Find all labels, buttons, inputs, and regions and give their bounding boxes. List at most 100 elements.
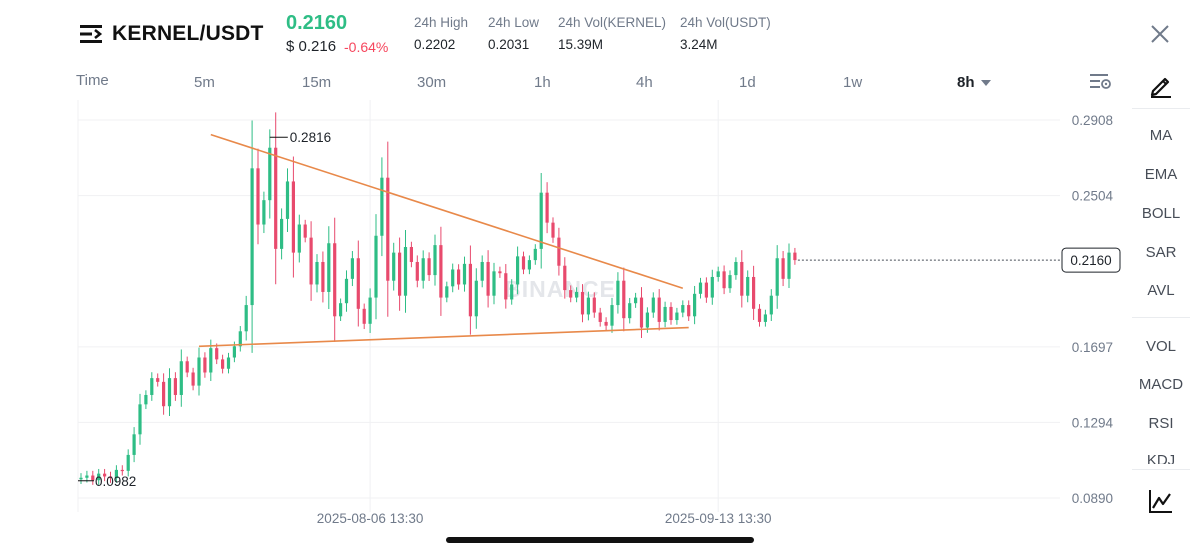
candle-body (156, 378, 160, 382)
indicator-sar[interactable]: SAR (1145, 244, 1177, 261)
candle-body (238, 331, 242, 347)
candle-body (433, 245, 437, 276)
candle-body (498, 271, 502, 274)
candle-body (185, 361, 189, 373)
candle-body (539, 192, 543, 249)
candle-body (415, 261, 419, 281)
indicator-rsi[interactable]: RSI (1148, 415, 1174, 432)
home-indicator (446, 537, 754, 543)
candle-body (421, 258, 425, 281)
y-axis: 0.2908 0.2504 0.1697 0.1294 0.0890 (1072, 113, 1114, 506)
pen-icon[interactable] (1148, 72, 1174, 98)
indicator-macd[interactable]: MACD (1138, 376, 1184, 393)
trendline (198, 326, 689, 348)
candle-body (91, 475, 95, 481)
candle-body (250, 168, 254, 306)
high-price-label: 0.2816 (290, 130, 331, 145)
stat-label: 24h Vol(USDT) (680, 15, 771, 30)
candle-body (368, 297, 372, 324)
candle-body (132, 434, 136, 455)
x-tick-label: 2025-09-13 13:30 (665, 511, 772, 526)
chart-grid (77, 100, 1060, 512)
indicator-sidebar: MA EMA BOLL SAR AVL VOL MACD RSI KDJ (1132, 64, 1190, 554)
indicator-avl[interactable]: AVL (1147, 282, 1175, 299)
stat-value: 0.2202 (414, 37, 456, 52)
tab-time[interactable]: Time (76, 72, 109, 89)
candle-body (398, 252, 402, 296)
chart-type-icon[interactable] (1148, 488, 1174, 514)
candle-body (575, 291, 579, 298)
indicator-ema[interactable]: EMA (1144, 166, 1178, 183)
candle-body (763, 314, 767, 322)
candle-body (669, 306, 673, 321)
candle-body (704, 282, 708, 298)
candle-body (386, 177, 390, 281)
tab-4h[interactable]: 4h (636, 74, 653, 91)
candle-body (716, 271, 720, 277)
candle-body (79, 477, 83, 480)
candle-body (645, 312, 649, 328)
low-price-label: 0.0982 (95, 474, 136, 489)
trendline (210, 133, 684, 289)
candle-body (740, 261, 744, 296)
candles (79, 112, 797, 485)
candle-body (126, 454, 130, 471)
candle-body (592, 297, 596, 313)
candle-body (114, 469, 118, 479)
close-icon[interactable] (1148, 22, 1172, 46)
stat-value: 15.39M (558, 37, 604, 52)
menu-icon[interactable] (80, 24, 104, 44)
trendlines (198, 133, 689, 348)
price-annotations: 0.2816 0.0982 0.2160 (78, 130, 1121, 489)
candle-body (746, 276, 750, 296)
candle-body (775, 258, 779, 296)
candle-body (280, 218, 284, 249)
stat-label: 24h Vol(KERNEL) (558, 15, 667, 30)
candle-body (362, 308, 366, 324)
candle-body (162, 381, 166, 407)
candle-body (274, 147, 278, 249)
candle-body (392, 252, 396, 281)
candle-body (108, 476, 113, 479)
candle-body (97, 473, 101, 481)
candle-body (516, 256, 520, 285)
chart-settings-icon[interactable] (1090, 72, 1112, 90)
candle-body (616, 280, 620, 306)
candle-body (144, 394, 148, 405)
indicator-boll[interactable]: BOLL (1141, 205, 1181, 222)
tab-1d[interactable]: 1d (739, 74, 756, 91)
tab-selected-interval[interactable]: 8h (957, 74, 991, 91)
candle-body (551, 222, 555, 238)
candle-body (268, 147, 272, 201)
y-tick-label: 0.2504 (1072, 189, 1114, 204)
tab-1w[interactable]: 1w (843, 74, 863, 91)
tab-30m[interactable]: 30m (417, 74, 447, 91)
candle-body (769, 295, 773, 315)
candle-body (191, 372, 195, 386)
usd-price: $ 0.216 (286, 38, 337, 55)
indicator-kdj[interactable]: KDJ (1146, 452, 1176, 464)
candle-body (403, 246, 408, 296)
tab-1h[interactable]: 1h (534, 74, 551, 91)
candle-body (321, 261, 325, 292)
candle-body (728, 275, 732, 289)
candle-body (468, 263, 472, 317)
candle-body (710, 276, 714, 298)
candle-body (409, 246, 413, 262)
candle-body (327, 243, 331, 292)
candle-body (179, 361, 183, 395)
candle-body (787, 252, 791, 279)
candle-body (510, 284, 514, 300)
candle-body (167, 378, 172, 407)
candle-body (285, 181, 290, 219)
indicator-ma[interactable]: MA (1149, 127, 1173, 144)
stat-24h-low: 24h Low 0.2031 (488, 15, 539, 52)
tab-15m[interactable]: 15m (302, 74, 332, 91)
candle-body (315, 261, 319, 285)
indicator-kdj-clip: KDJ (1132, 452, 1190, 464)
indicator-vol[interactable]: VOL (1145, 338, 1176, 355)
tab-5m[interactable]: 5m (194, 74, 215, 91)
x-axis: 2025-08-06 13:30 2025-09-13 13:30 (317, 511, 772, 526)
pair-title[interactable]: KERNEL/USDT (112, 22, 264, 45)
